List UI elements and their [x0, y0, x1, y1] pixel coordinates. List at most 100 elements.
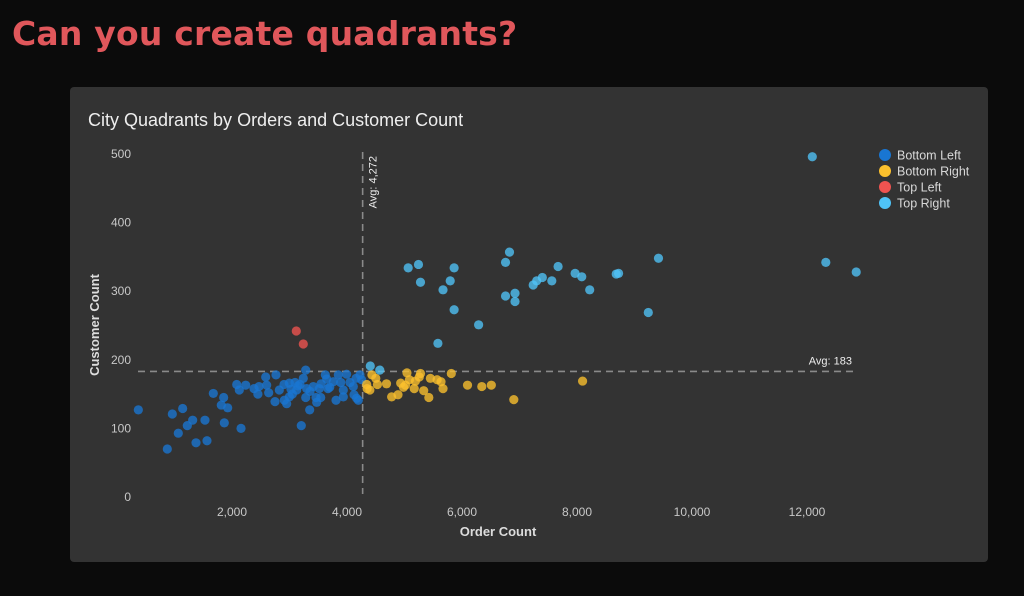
data-point	[510, 288, 520, 298]
y-axis-ticks: 0 100 200 300 400 500	[111, 147, 131, 504]
data-point	[202, 436, 212, 446]
data-point	[414, 372, 424, 382]
data-point	[500, 291, 511, 301]
legend-item[interactable]: Bottom Right	[879, 165, 970, 179]
data-point	[400, 380, 411, 390]
data-point	[188, 415, 198, 425]
data-point	[353, 395, 363, 405]
data-point	[296, 421, 306, 431]
data-point	[462, 380, 473, 390]
legend-label: Bottom Right	[897, 165, 970, 179]
data-point	[547, 276, 557, 286]
data-point	[415, 277, 426, 287]
data-point	[500, 257, 511, 267]
data-point	[338, 385, 348, 395]
data-point	[375, 365, 385, 375]
data-point	[438, 285, 448, 295]
legend-item[interactable]: Top Left	[879, 181, 942, 195]
data-point	[301, 392, 311, 403]
data-point	[821, 257, 831, 267]
x-tick-label: 8,000	[562, 505, 592, 519]
data-point	[577, 272, 587, 282]
data-point	[643, 307, 653, 318]
data-point	[419, 386, 429, 396]
data-point	[316, 379, 326, 389]
data-point	[191, 438, 201, 448]
x-tick-label: 10,000	[674, 505, 711, 519]
data-point	[365, 361, 375, 371]
data-point	[851, 267, 861, 277]
data-point	[271, 370, 281, 380]
data-point	[167, 409, 177, 419]
x-tick-label: 2,000	[217, 505, 247, 519]
data-point	[208, 388, 218, 399]
data-point	[298, 339, 308, 349]
data-point	[316, 392, 326, 403]
page-heading: Can you create quadrants?	[12, 14, 518, 53]
data-point	[287, 389, 297, 399]
legend-label: Bottom Left	[897, 149, 961, 163]
data-point	[236, 423, 246, 433]
data-point	[325, 382, 335, 392]
data-point	[253, 389, 263, 399]
x-axis-label: Order Count	[460, 524, 537, 539]
chart-card	[70, 87, 988, 562]
data-point	[331, 395, 341, 405]
data-point	[537, 272, 547, 283]
data-point	[486, 380, 496, 390]
data-point	[510, 296, 520, 307]
data-point	[219, 392, 229, 403]
legend-item[interactable]: Bottom Left	[879, 149, 961, 163]
y-tick-label: 500	[111, 147, 131, 161]
x-tick-label: 4,000	[332, 505, 362, 519]
data-point	[219, 418, 229, 428]
legend-swatch-icon	[879, 149, 891, 161]
data-point	[254, 381, 264, 392]
data-point	[509, 394, 519, 405]
x-axis-ticks: 2,000 4,000 6,000 8,000 10,000 12,000	[217, 505, 826, 519]
legend-swatch-icon	[879, 165, 891, 177]
legend: Bottom Left Bottom Right Top Left Top Right	[879, 149, 970, 211]
data-point	[474, 320, 484, 330]
data-point	[333, 370, 343, 380]
data-point	[200, 415, 210, 425]
data-point	[241, 380, 251, 390]
data-point	[807, 152, 817, 162]
y-tick-label: 300	[111, 284, 131, 298]
data-point	[381, 379, 392, 389]
data-point	[348, 381, 358, 392]
data-point	[264, 388, 274, 398]
legend-swatch-icon	[879, 181, 891, 193]
data-point	[173, 428, 183, 438]
chart-title: City Quadrants by Orders and Customer Co…	[88, 110, 464, 130]
data-point	[336, 377, 346, 388]
x-tick-label: 12,000	[789, 505, 826, 519]
legend-item[interactable]: Top Right	[879, 197, 950, 211]
data-point	[553, 261, 563, 272]
data-point	[477, 381, 487, 392]
y-tick-label: 200	[111, 353, 131, 367]
data-point	[438, 384, 448, 394]
data-point	[445, 276, 455, 286]
y-tick-label: 0	[124, 490, 131, 504]
legend-swatch-icon	[879, 197, 891, 209]
data-point	[223, 403, 233, 413]
data-point	[162, 444, 172, 454]
data-point	[291, 326, 301, 336]
data-point	[362, 384, 372, 394]
x-tick-label: 6,000	[447, 505, 477, 519]
data-point	[449, 305, 459, 315]
data-point	[270, 397, 280, 407]
data-point	[293, 381, 303, 391]
data-point	[446, 368, 456, 379]
data-point	[653, 253, 664, 263]
data-point	[178, 403, 188, 414]
data-point	[585, 285, 595, 295]
data-points	[133, 152, 861, 454]
data-point	[262, 380, 272, 390]
legend-label: Top Right	[897, 197, 950, 211]
x-average-label: Avg: 4,272	[368, 156, 380, 208]
data-point	[234, 385, 244, 395]
y-axis-label: Customer Count	[87, 273, 102, 376]
data-point	[613, 268, 624, 278]
